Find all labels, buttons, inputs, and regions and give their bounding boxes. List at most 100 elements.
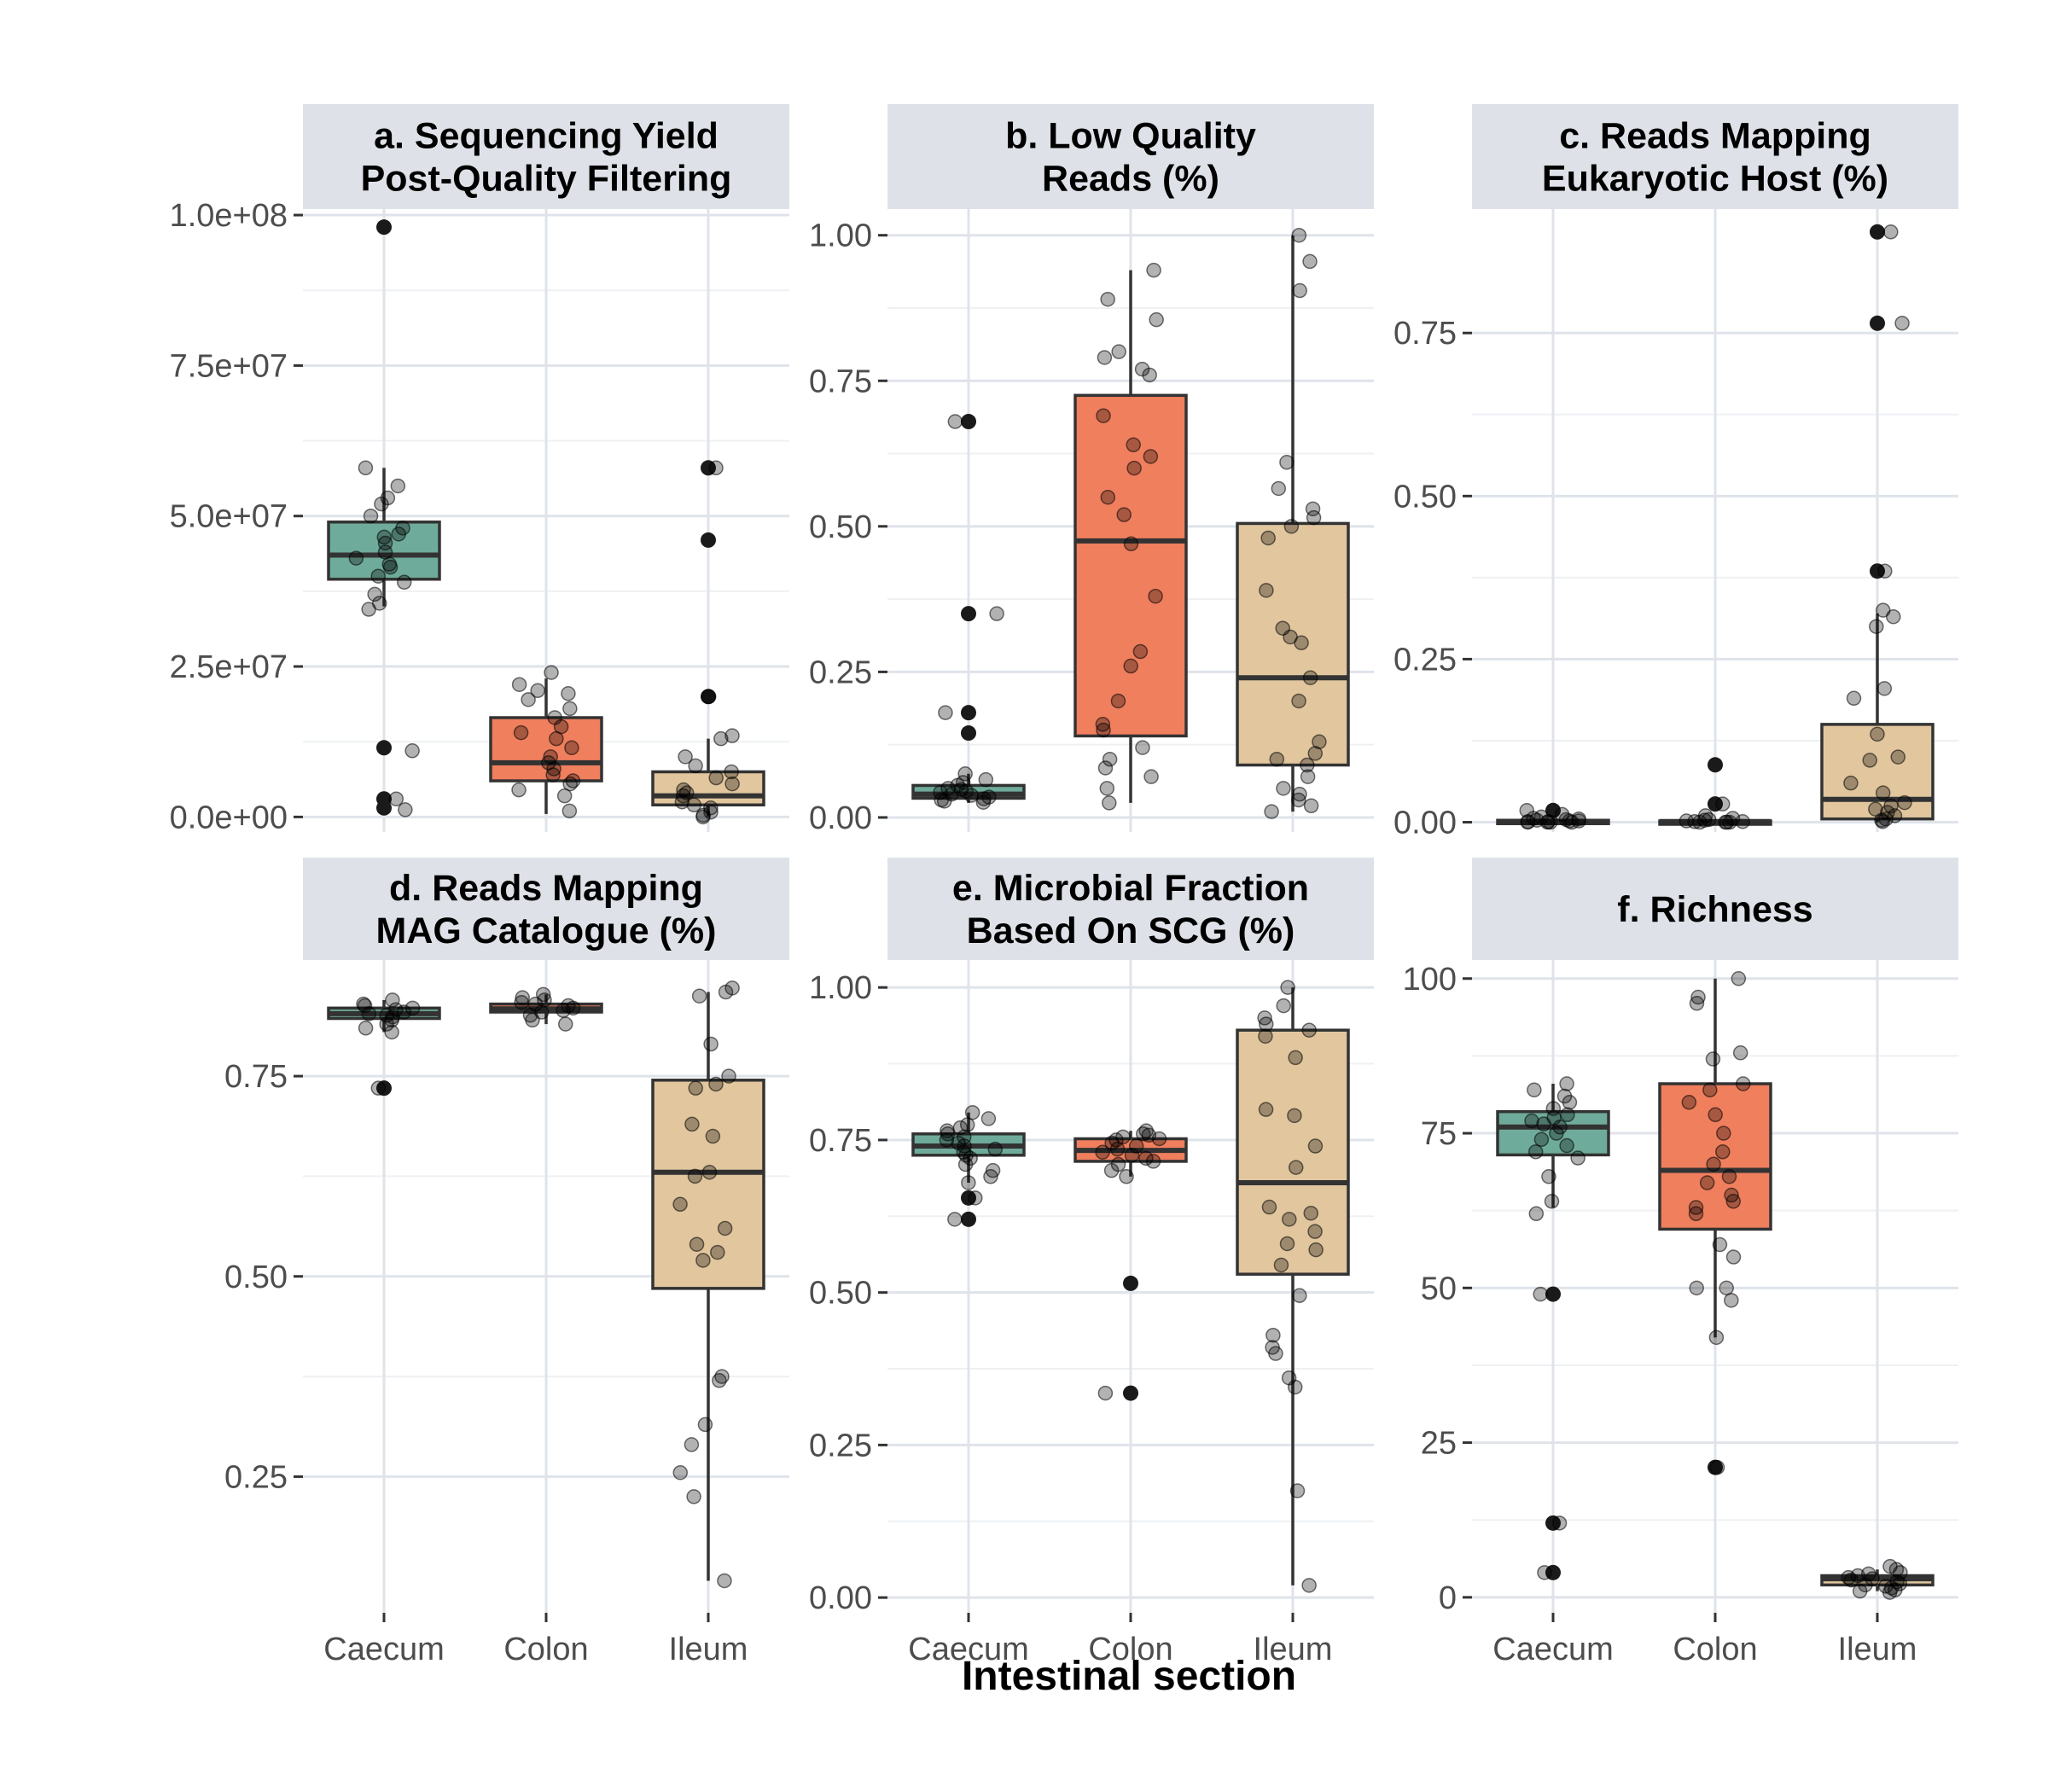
data-point [358, 1021, 374, 1036]
data-point [530, 683, 545, 699]
data-point [562, 776, 578, 792]
y-tick-label: 7.5e+07 [170, 348, 288, 384]
data-point [513, 724, 529, 741]
data-point [1541, 1169, 1556, 1184]
data-point [691, 988, 707, 1004]
data-point [525, 1012, 540, 1028]
data-point [1287, 1108, 1302, 1124]
data-point [1560, 1107, 1575, 1123]
panel-title-line: a. Sequencing Yield [374, 116, 719, 157]
box-ileum [651, 980, 765, 1589]
data-point [695, 1253, 711, 1268]
data-point [1716, 1126, 1731, 1141]
data-point [1689, 1280, 1704, 1296]
y-tick-label: 0.25 [1393, 642, 1457, 678]
panel-title-line: Based On SCG (%) [967, 911, 1295, 951]
box-caecum [1496, 1076, 1610, 1580]
data-point [689, 1236, 705, 1252]
data-point [1882, 1585, 1898, 1600]
data-point [1111, 344, 1126, 359]
outlier-point [1870, 224, 1885, 240]
data-point [1527, 1144, 1544, 1160]
box-ileum [1820, 224, 1935, 829]
data-point [1288, 1050, 1303, 1066]
data-point [1291, 693, 1306, 709]
data-point [1875, 785, 1891, 800]
y-tick-label: 25 [1421, 1426, 1457, 1462]
data-point [687, 1168, 703, 1184]
outlier-point [701, 460, 716, 476]
outlier-point [701, 689, 716, 705]
data-point [703, 1036, 719, 1052]
data-point [1096, 722, 1111, 738]
data-point [1096, 408, 1111, 423]
data-point [1102, 795, 1117, 811]
data-point [1719, 814, 1735, 830]
panel-strip [887, 104, 1374, 209]
data-point [1143, 449, 1159, 464]
data-point [672, 1464, 689, 1481]
data-point [963, 788, 980, 803]
data-point [1715, 1144, 1731, 1160]
data-point [1276, 781, 1291, 796]
box-body [489, 716, 603, 783]
outlier-point [701, 532, 716, 548]
data-point [1258, 1102, 1274, 1117]
data-point [939, 1132, 955, 1148]
data-point [1123, 658, 1138, 674]
box-caecum [327, 219, 441, 817]
data-point [1702, 1082, 1718, 1098]
data-point [1876, 681, 1893, 696]
data-point [672, 1196, 688, 1213]
data-point [384, 1024, 399, 1040]
panel-strip [1472, 858, 1958, 960]
data-point [388, 791, 404, 806]
box-colon [489, 665, 603, 819]
y-tick-label: 0.25 [224, 1459, 288, 1495]
data-point [1151, 1131, 1167, 1147]
data-point [1290, 792, 1306, 808]
data-point [1145, 1154, 1161, 1169]
data-point [1724, 1293, 1739, 1308]
data-point [1841, 1569, 1856, 1585]
y-tick-label: 5.0e+07 [170, 499, 288, 535]
data-point [947, 1212, 963, 1227]
data-point [1705, 1051, 1721, 1067]
data-point [1132, 643, 1149, 660]
data-point [1138, 1150, 1154, 1167]
data-point [404, 743, 420, 759]
box-ileum [1820, 1558, 1935, 1600]
box-caecum [911, 414, 1026, 810]
data-point [936, 794, 952, 809]
data-point [1731, 971, 1747, 986]
data-point [1564, 814, 1580, 830]
data-point [1095, 717, 1111, 732]
x-tick-label: Ileum [669, 1632, 748, 1667]
data-point [678, 749, 693, 765]
data-point [1308, 1242, 1324, 1258]
data-point [724, 776, 740, 792]
x-tick-label: Colon [1673, 1632, 1757, 1667]
data-point [556, 788, 573, 804]
data-point [1520, 814, 1536, 830]
x-tick-label: Colon [1088, 1632, 1172, 1667]
data-point [1116, 507, 1132, 522]
x-tick-label: Ileum [1838, 1632, 1917, 1667]
data-point [1897, 794, 1912, 811]
data-point [537, 992, 552, 1008]
data-point [1300, 769, 1316, 784]
data-point [1265, 1327, 1281, 1343]
data-point [376, 529, 393, 545]
data-point [546, 761, 561, 777]
y-tick-label: 2.5e+07 [170, 649, 288, 685]
box-body [1073, 393, 1188, 738]
data-point [1128, 1138, 1144, 1154]
data-point [363, 508, 379, 524]
data-point [1843, 775, 1859, 791]
data-point [1260, 530, 1276, 546]
data-point [938, 705, 953, 720]
data-point [1543, 814, 1558, 830]
data-point [703, 804, 719, 820]
